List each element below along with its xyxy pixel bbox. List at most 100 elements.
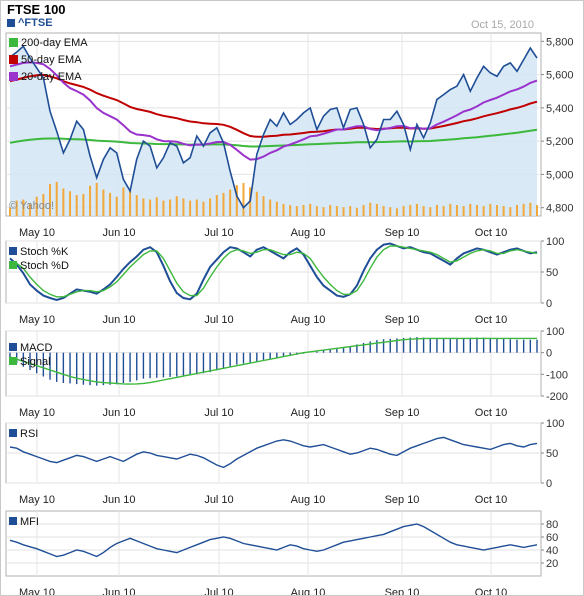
month-label: Jul 10	[204, 407, 233, 419]
legend-label: Stoch %K	[20, 246, 69, 258]
month-label: Jun 10	[102, 227, 135, 239]
series-line-stoch-k	[9, 242, 538, 301]
volume-bar-front	[329, 205, 332, 216]
volume-bar-front	[155, 197, 158, 216]
volume-bar-front	[369, 202, 372, 216]
panel-3-ytick-label: 100	[546, 418, 564, 430]
volume-bar-front	[189, 200, 192, 216]
volume-bar-front	[349, 206, 352, 216]
volume-bar-front	[335, 206, 338, 216]
volume-bar-front	[162, 200, 165, 216]
legend-swatch	[9, 261, 17, 269]
legend-swatch	[9, 247, 17, 255]
volume-bar-front	[89, 185, 92, 216]
volume-bar-front	[262, 196, 265, 216]
panel-2-ytick-label: 100	[546, 326, 564, 338]
volume-bar-front	[322, 207, 325, 216]
series-line-rsi	[9, 436, 538, 469]
volume-bar-front	[275, 201, 278, 216]
panel-4-ytick-label: 20	[546, 558, 558, 570]
volume-bar-front	[222, 192, 225, 216]
volume-bar-front	[302, 205, 305, 216]
volume-bar-front	[415, 203, 418, 216]
panel-0-ytick-label: 5,200	[546, 136, 574, 148]
legend-label: 50-day EMA	[21, 54, 82, 66]
volume-bar-front	[75, 195, 78, 216]
legend-label: Signal	[20, 356, 51, 368]
volume-bar-front	[255, 191, 258, 216]
price-area	[10, 46, 537, 216]
volume-bar-front	[102, 189, 105, 216]
volume-bar-front	[82, 194, 85, 216]
volume-bar-front	[315, 206, 318, 216]
month-label: Aug 10	[291, 407, 326, 419]
volume-bar-front	[209, 198, 212, 216]
chart-title: FTSE 100	[7, 2, 66, 17]
volume-bar-front	[95, 183, 98, 216]
panel-1-ytick-label: 100	[546, 236, 564, 248]
legend-label: 20-day EMA	[21, 71, 82, 83]
month-label: Jul 10	[204, 227, 233, 239]
panel-2-ytick-label: 0	[546, 348, 552, 360]
month-label: May 10	[19, 494, 55, 506]
legend-swatch	[9, 429, 17, 437]
volume-bar-front	[62, 188, 65, 216]
volume-bar-front	[142, 198, 145, 216]
volume-bar-front	[235, 185, 238, 216]
volume-bar-front	[42, 194, 45, 216]
ticker-symbol: ^FTSE	[18, 17, 53, 29]
series-line-signal	[9, 337, 537, 385]
chart-date: Oct 15, 2010	[471, 19, 534, 31]
legend-swatch	[9, 517, 17, 525]
volume-bar-front	[389, 207, 392, 216]
volume-bar-front	[22, 199, 25, 216]
month-label: Sep 10	[385, 407, 420, 419]
panel-0-ytick-label: 5,000	[546, 169, 574, 181]
month-label: Jul 10	[204, 587, 233, 595]
volume-bar-front	[202, 201, 205, 216]
volume-bar-front	[482, 206, 485, 216]
volume-bar-front	[122, 187, 125, 216]
month-label: Sep 10	[385, 227, 420, 239]
volume-bar-front	[69, 191, 72, 216]
month-label: Oct 10	[475, 314, 507, 326]
volume-bar-front	[435, 205, 438, 216]
legend-label: Stoch %D	[20, 260, 69, 272]
volume-bar-front	[215, 195, 218, 216]
legend-swatch	[9, 343, 17, 351]
volume-bar-front	[362, 205, 365, 216]
volume-bar-front	[522, 203, 525, 216]
volume-bar-front	[295, 206, 298, 216]
panel-0-ytick-label: 5,400	[546, 103, 574, 115]
volume-bar-front	[129, 191, 132, 216]
volume-bar-front	[475, 205, 478, 216]
volume-bar-front	[355, 207, 358, 216]
month-label: Jul 10	[204, 314, 233, 326]
panel-1-ytick-label: 50	[546, 267, 558, 279]
series-line-stoch-d	[9, 245, 538, 298]
month-label: Jun 10	[102, 314, 135, 326]
volume-bar-front	[182, 198, 185, 216]
panel-0-ytick-label: 5,600	[546, 70, 574, 82]
month-label: Oct 10	[475, 587, 507, 595]
legend-swatch	[9, 72, 18, 81]
volume-bar-front	[29, 203, 32, 216]
volume-bar-front	[115, 196, 118, 216]
legend-label: 200-day EMA	[21, 37, 88, 49]
volume-bar-front	[462, 206, 465, 216]
month-label: Aug 10	[291, 314, 326, 326]
yahoo-watermark: © Yahoo!	[9, 200, 54, 212]
volume-bar-front	[495, 205, 498, 216]
volume-bar-front	[395, 208, 398, 216]
legend-swatch	[9, 357, 17, 365]
month-label: May 10	[19, 587, 55, 595]
month-label: Oct 10	[475, 494, 507, 506]
panel-0-ytick-label: 5,800	[546, 36, 574, 48]
volume-bar-front	[35, 196, 38, 216]
volume-bar-front	[422, 206, 425, 216]
panel-4-border	[5, 510, 542, 577]
volume-bar-front	[529, 202, 532, 216]
panel-0-ytick-label: 4,800	[546, 203, 574, 215]
